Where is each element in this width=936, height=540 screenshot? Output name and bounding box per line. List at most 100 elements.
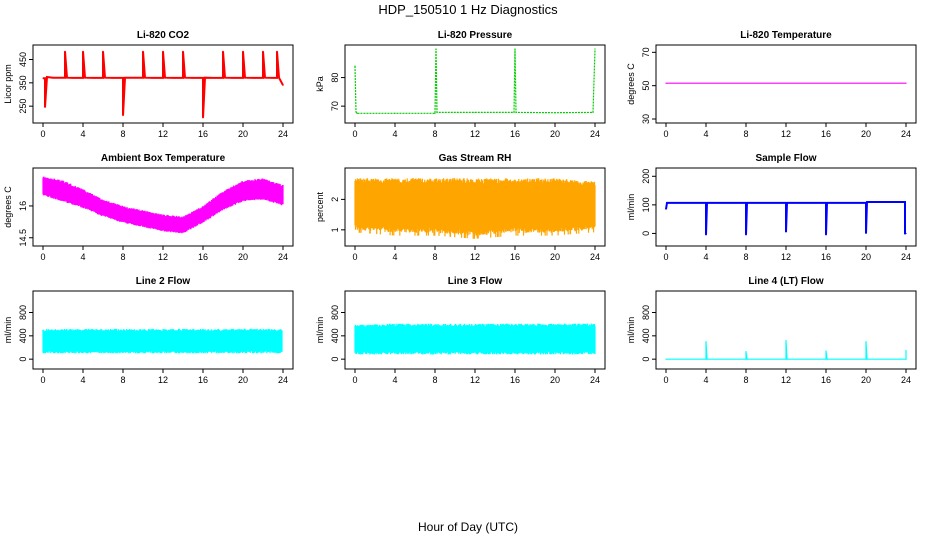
x-tick-label: 16 (821, 252, 831, 262)
y-axis-label: kPa (315, 76, 325, 92)
series-line (354, 48, 596, 114)
x-tick-label: 8 (743, 129, 748, 139)
series-point (124, 77, 126, 79)
series-band (354, 178, 596, 239)
x-tick-label: 20 (550, 375, 560, 385)
series-point (865, 358, 867, 360)
series-point (244, 77, 246, 79)
x-tick-label: 4 (80, 252, 85, 262)
x-tick-label: 12 (781, 252, 791, 262)
x-tick-label: 8 (743, 375, 748, 385)
x-tick-label: 16 (510, 252, 520, 262)
x-tick-label: 16 (510, 129, 520, 139)
y-tick-label: 800 (18, 305, 28, 320)
y-tick-label: 1 (330, 227, 340, 232)
y-tick-label: 50 (641, 81, 651, 91)
series-point (262, 77, 264, 79)
series-point (132, 77, 134, 79)
x-tick-label: 0 (663, 375, 668, 385)
x-tick-label: 8 (432, 252, 437, 262)
series-point (705, 358, 707, 360)
series-point (172, 77, 174, 79)
series-point (592, 111, 594, 114)
x-tick-label: 8 (432, 375, 437, 385)
x-tick-label: 20 (238, 252, 248, 262)
series-point (865, 232, 867, 235)
series-point (435, 48, 437, 50)
figure-xlabel: Hour of Day (UTC) (418, 520, 518, 534)
panel-4: Ambient Box Temperature degrees C 14.5 16 0 4… (3, 153, 294, 262)
panel-7: Line 2 Flow ml/min 0 400 800 0 4 8 12 16 20 24 (3, 276, 294, 385)
x-tick-label: 24 (590, 129, 600, 139)
series-point (242, 77, 244, 79)
series-point (514, 48, 516, 50)
y-tick-label: 450 (18, 52, 28, 67)
y-tick-label: 400 (330, 328, 340, 343)
series-point (44, 77, 46, 79)
y-tick-label: 16 (18, 201, 28, 211)
x-tick-label: 0 (40, 129, 45, 139)
series-point (212, 77, 214, 79)
series-point (276, 50, 278, 52)
x-tick-label: 20 (238, 129, 248, 139)
x-tick-label: 0 (352, 129, 357, 139)
panel-6: Sample Flow ml/min 0 100 200 0 4 8 12 16 20 24 (626, 153, 917, 262)
series-point (746, 358, 748, 360)
series-point (785, 231, 787, 233)
series-point (232, 77, 234, 79)
series-point (356, 112, 358, 114)
x-tick-label: 4 (392, 129, 397, 139)
series-point (474, 111, 476, 114)
series-point (554, 112, 556, 114)
series-point (112, 77, 114, 79)
panel-title: Line 2 Flow (136, 276, 191, 287)
series-point (82, 50, 84, 52)
series-point (252, 77, 254, 79)
series-point (905, 349, 907, 352)
series-point (224, 77, 226, 79)
x-tick-label: 12 (781, 129, 791, 139)
panel-2: Li-820 Pressure kPa 70 80 0 4 8 12 16 20 24 (315, 30, 606, 139)
series-point (82, 77, 84, 79)
series-point (276, 77, 278, 79)
y-tick-label: 800 (641, 305, 651, 320)
y-axis-label: ml/min (626, 194, 636, 221)
series-point (282, 84, 284, 86)
series-point (84, 77, 86, 79)
y-tick-label: 70 (330, 101, 340, 111)
x-tick-label: 8 (120, 129, 125, 139)
y-axis-label: percent (315, 191, 325, 222)
x-tick-label: 0 (40, 375, 45, 385)
y-tick-label: 0 (18, 357, 28, 362)
x-tick-label: 12 (470, 252, 480, 262)
series-point (142, 77, 144, 79)
y-axis-label: degrees C (626, 63, 636, 105)
series-point (52, 77, 54, 79)
series-point (665, 82, 667, 84)
y-tick-label: 350 (18, 75, 28, 90)
series-point (786, 202, 788, 204)
series-point (92, 77, 94, 79)
y-tick-label: 100 (641, 197, 651, 212)
series-point (184, 77, 186, 79)
series-point (182, 77, 184, 79)
y-tick-label: 80 (330, 73, 340, 83)
x-tick-label: 20 (550, 252, 560, 262)
series-point (355, 111, 357, 113)
x-tick-label: 0 (663, 252, 668, 262)
x-tick-label: 16 (198, 375, 208, 385)
series-point (272, 77, 274, 79)
series-point (44, 106, 46, 108)
x-tick-label: 0 (40, 252, 45, 262)
series-point (825, 358, 827, 360)
x-tick-label: 12 (158, 375, 168, 385)
x-tick-label: 24 (901, 129, 911, 139)
x-tick-label: 12 (158, 129, 168, 139)
y-axis-label: ml/min (3, 317, 13, 344)
x-tick-label: 20 (550, 129, 560, 139)
series-point (905, 232, 907, 235)
x-tick-label: 4 (80, 129, 85, 139)
